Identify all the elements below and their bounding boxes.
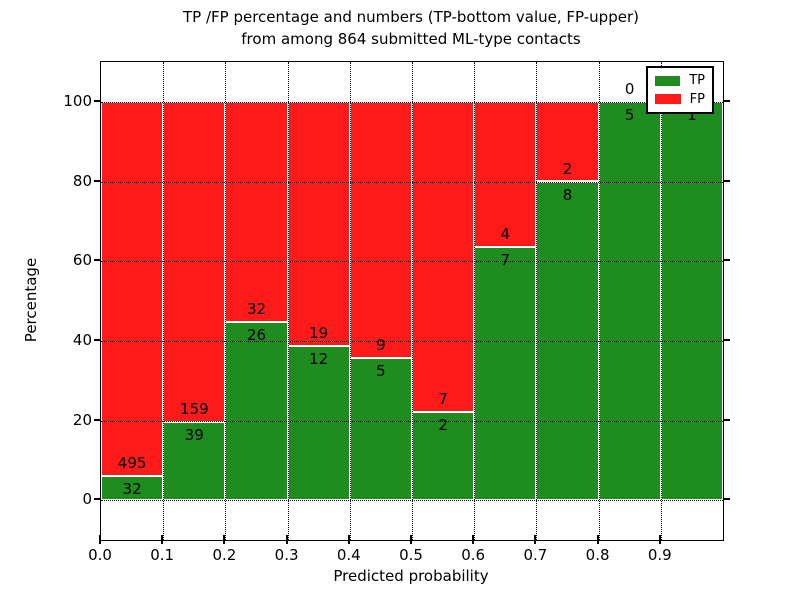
bar-segment-tp: [474, 246, 537, 501]
bar-segment-fp: [287, 101, 350, 346]
horizontal-gridline: [101, 181, 723, 183]
horizontal-gridline: [101, 261, 723, 263]
vertical-gridline: [225, 62, 227, 540]
y-axis-tick-right: [724, 179, 730, 182]
y-axis-tick-right: [724, 259, 730, 262]
fp-count-label: 495: [117, 453, 147, 472]
x-axis-tick: [161, 535, 164, 544]
x-axis-label: Predicted probability: [333, 567, 489, 585]
tp-count-label: 12: [309, 349, 329, 368]
x-axis-tick: [99, 535, 101, 544]
vertical-gridline: [287, 62, 289, 540]
y-axis-tick-right: [724, 418, 730, 421]
fp-count-label: 2: [562, 159, 573, 178]
legend-row: TP: [655, 73, 705, 88]
chart-title: TP /FP percentage and numbers (TP-bottom…: [100, 6, 722, 50]
x-axis-tick: [285, 535, 288, 544]
x-tick-label: 0.0: [88, 546, 112, 564]
bar-segment-fp: [101, 101, 164, 476]
vertical-gridline: [474, 62, 476, 540]
y-tick-label: 80: [72, 171, 92, 190]
bar-segment-tp: [598, 101, 661, 501]
y-axis-label: Percentage: [22, 257, 40, 343]
fp-count-label: 7: [438, 389, 448, 408]
y-axis-tick: [94, 418, 100, 421]
bar-segment-tp: [225, 321, 288, 501]
y-axis-tick: [94, 179, 100, 182]
tp-count-label: 32: [122, 479, 142, 498]
vertical-gridline: [536, 62, 538, 540]
x-axis-tick: [472, 535, 475, 544]
x-tick-label: 0.4: [336, 546, 361, 564]
fp-count-label: 4: [500, 224, 511, 243]
y-tick-label: 100: [63, 91, 92, 110]
x-tick-label: 0.7: [523, 546, 548, 564]
tp-count-label: 7: [500, 250, 511, 269]
legend: TP FP: [646, 66, 714, 114]
y-axis-tick-right: [724, 498, 730, 501]
y-axis-tick-right: [724, 99, 730, 102]
vertical-gridline: [412, 62, 413, 540]
plot-area: 495 32 159 39 32 26 19 12 9 5 7 2 4 7 2 8 0 5 1: [100, 61, 724, 541]
bar-segment-tp: [412, 411, 475, 501]
x-axis-tick: [596, 535, 599, 544]
tp-count-label: 8: [562, 185, 573, 204]
bar-segment-tp: [101, 475, 164, 501]
tp-count-label: 5: [624, 105, 635, 124]
horizontal-gridline: [101, 340, 723, 342]
bar-segment-tp: [660, 101, 723, 501]
legend-label-fp: FP: [689, 91, 705, 107]
y-tick-label: 40: [72, 330, 92, 349]
chart-title-line1: TP /FP percentage and numbers (TP-bottom…: [183, 8, 639, 26]
horizontal-gridline: [101, 420, 723, 422]
bar-segment-fp: [412, 101, 475, 412]
x-axis-tick: [534, 535, 537, 544]
bar-segment-fp: [349, 101, 412, 358]
vertical-gridline: [349, 62, 351, 540]
y-axis-tick: [94, 99, 100, 102]
vertical-gridline: [660, 62, 662, 540]
chart-title-line2: from among 864 submitted ML-type contact…: [241, 30, 581, 48]
tp-count-label: 2: [438, 415, 448, 434]
y-axis-tick: [94, 338, 100, 341]
bar-segment-fp: [225, 101, 288, 322]
fp-count-label: 19: [309, 323, 329, 342]
vertical-gridline: [163, 62, 165, 540]
y-tick-label: 20: [72, 410, 92, 429]
x-tick-label: 0.9: [647, 546, 672, 564]
tp-count-label: 1: [687, 105, 697, 124]
y-axis-tick-right: [724, 338, 730, 341]
legend-swatch-fp: [655, 94, 681, 105]
vertical-gridline: [598, 62, 600, 540]
legend-swatch-tp: [655, 75, 681, 86]
x-axis-tick: [347, 535, 350, 544]
legend-row: FP: [655, 92, 705, 107]
x-axis-tick: [223, 535, 226, 544]
fp-count-label: 159: [179, 399, 209, 418]
x-axis-tick: [410, 535, 412, 544]
tp-count-label: 5: [376, 361, 386, 380]
fp-count-label: 9: [376, 335, 386, 354]
x-tick-label: 0.8: [585, 546, 610, 564]
x-tick-label: 0.3: [274, 546, 299, 564]
fp-count-label: 32: [246, 299, 267, 318]
x-tick-label: 0.1: [150, 546, 175, 564]
x-tick-label: 0.6: [461, 546, 486, 564]
y-tick-label: 60: [72, 251, 92, 270]
tp-count-label: 26: [246, 325, 267, 344]
bar-segment-tp: [287, 345, 350, 501]
legend-label-tp: TP: [689, 73, 705, 89]
x-axis-tick: [658, 535, 661, 544]
x-tick-label: 0.5: [399, 546, 423, 564]
y-axis-tick: [94, 259, 100, 262]
horizontal-gridline: [101, 500, 723, 502]
x-tick-label: 0.2: [212, 546, 237, 564]
y-axis-tick: [94, 498, 100, 501]
fp-count-label: 0: [624, 79, 635, 98]
y-tick-label: 0: [82, 490, 92, 509]
horizontal-gridline: [101, 101, 723, 103]
tp-count-label: 39: [184, 425, 204, 444]
